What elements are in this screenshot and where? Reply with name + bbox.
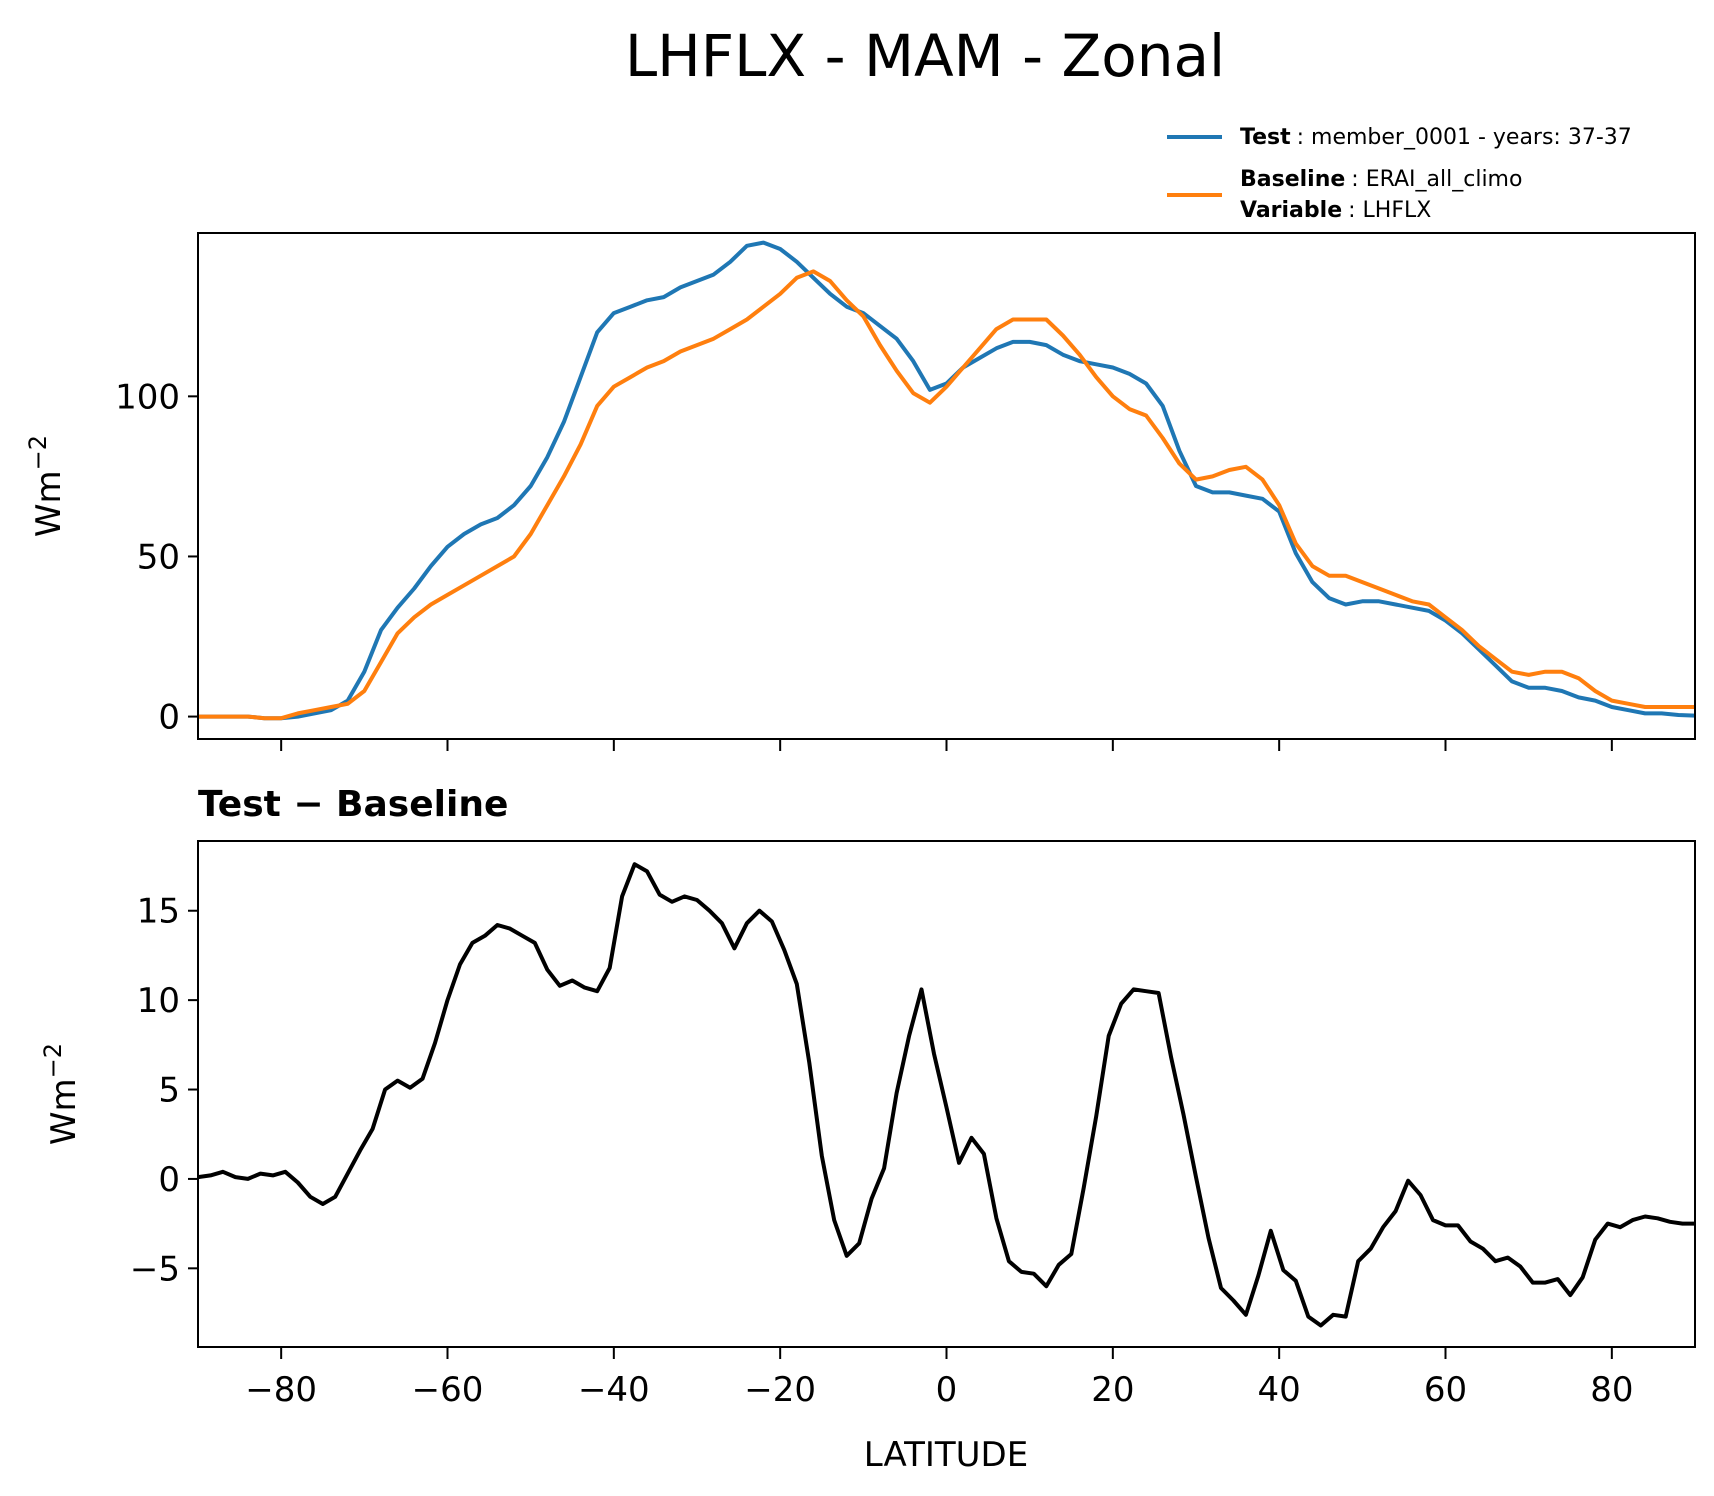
bottom-ylabel: Wm−2	[39, 1043, 84, 1145]
top-panel: 0 50 100 Wm−2	[24, 232, 1696, 751]
chart-title: LHFLX - MAM - Zonal	[625, 22, 1225, 90]
x-tick-label: −40	[578, 1370, 650, 1410]
x-tick-label: 20	[1091, 1370, 1134, 1410]
legend-text-baseline: : ERAI_all_climo	[1351, 167, 1522, 192]
legend: Test: member_0001 - years: 37-37 Baselin…	[1167, 125, 1632, 223]
bottom-ylabel-base: Wm	[44, 1078, 84, 1145]
y-tick-label: 15	[137, 892, 180, 932]
bottom-panel: Test − Baseline −5 0 5 10 15 −80 −60 −40 −20 0 20 4…	[39, 784, 1696, 1475]
top-ylabel: Wm−2	[24, 435, 69, 537]
legend-entry-test: Test: member_0001 - years: 37-37	[1240, 125, 1632, 150]
top-ylabel-exponent: −2	[24, 435, 52, 470]
legend-entry-variable: Variable: LHFLX	[1240, 198, 1431, 223]
bottom-panel-lines	[197, 862, 1695, 1328]
y-tick-label: 50	[137, 537, 180, 577]
y-tick-label: −5	[130, 1249, 180, 1289]
y-tick-label: 0	[158, 1160, 180, 1200]
y-tick-label: 10	[137, 981, 180, 1021]
legend-entry-baseline: Baseline: ERAI_all_climo	[1240, 167, 1522, 192]
legend-text-variable: : LHFLX	[1348, 198, 1431, 223]
y-tick-label: 0	[158, 698, 180, 738]
series-line-baseline	[198, 269, 1695, 721]
x-tick-label: 40	[1258, 1370, 1301, 1410]
bottom-panel-frame	[197, 840, 1696, 1348]
bottom-panel-ticks: −5 0 5 10 15 −80 −60 −40 −20 0 20 40 60 80	[130, 892, 1634, 1410]
x-tick-label: −20	[744, 1370, 816, 1410]
top-panel-ticks: 0 50 100	[115, 377, 1613, 751]
legend-text-test: : member_0001 - years: 37-37	[1297, 125, 1632, 150]
x-tick-label: −80	[245, 1370, 317, 1410]
y-tick-label: 100	[115, 377, 180, 417]
series-line-test	[198, 240, 1696, 721]
y-tick-label: 5	[158, 1071, 180, 1111]
x-tick-label: −60	[412, 1370, 484, 1410]
x-tick-label: 60	[1424, 1370, 1467, 1410]
x-axis-label: LATITUDE	[864, 1435, 1028, 1475]
bottom-panel-title: Test − Baseline	[198, 784, 508, 825]
series-line-test-baseline	[197, 862, 1695, 1328]
legend-label-variable: Variable	[1240, 198, 1342, 223]
top-panel-frame	[197, 232, 1696, 740]
x-tick-label: 0	[936, 1370, 958, 1410]
legend-label-baseline: Baseline	[1240, 167, 1345, 192]
top-ylabel-base: Wm	[29, 470, 69, 537]
bottom-ylabel-exponent: −2	[39, 1043, 67, 1078]
x-tick-label: 80	[1590, 1370, 1633, 1410]
legend-label-test: Test	[1240, 125, 1291, 150]
top-panel-lines	[198, 240, 1696, 721]
